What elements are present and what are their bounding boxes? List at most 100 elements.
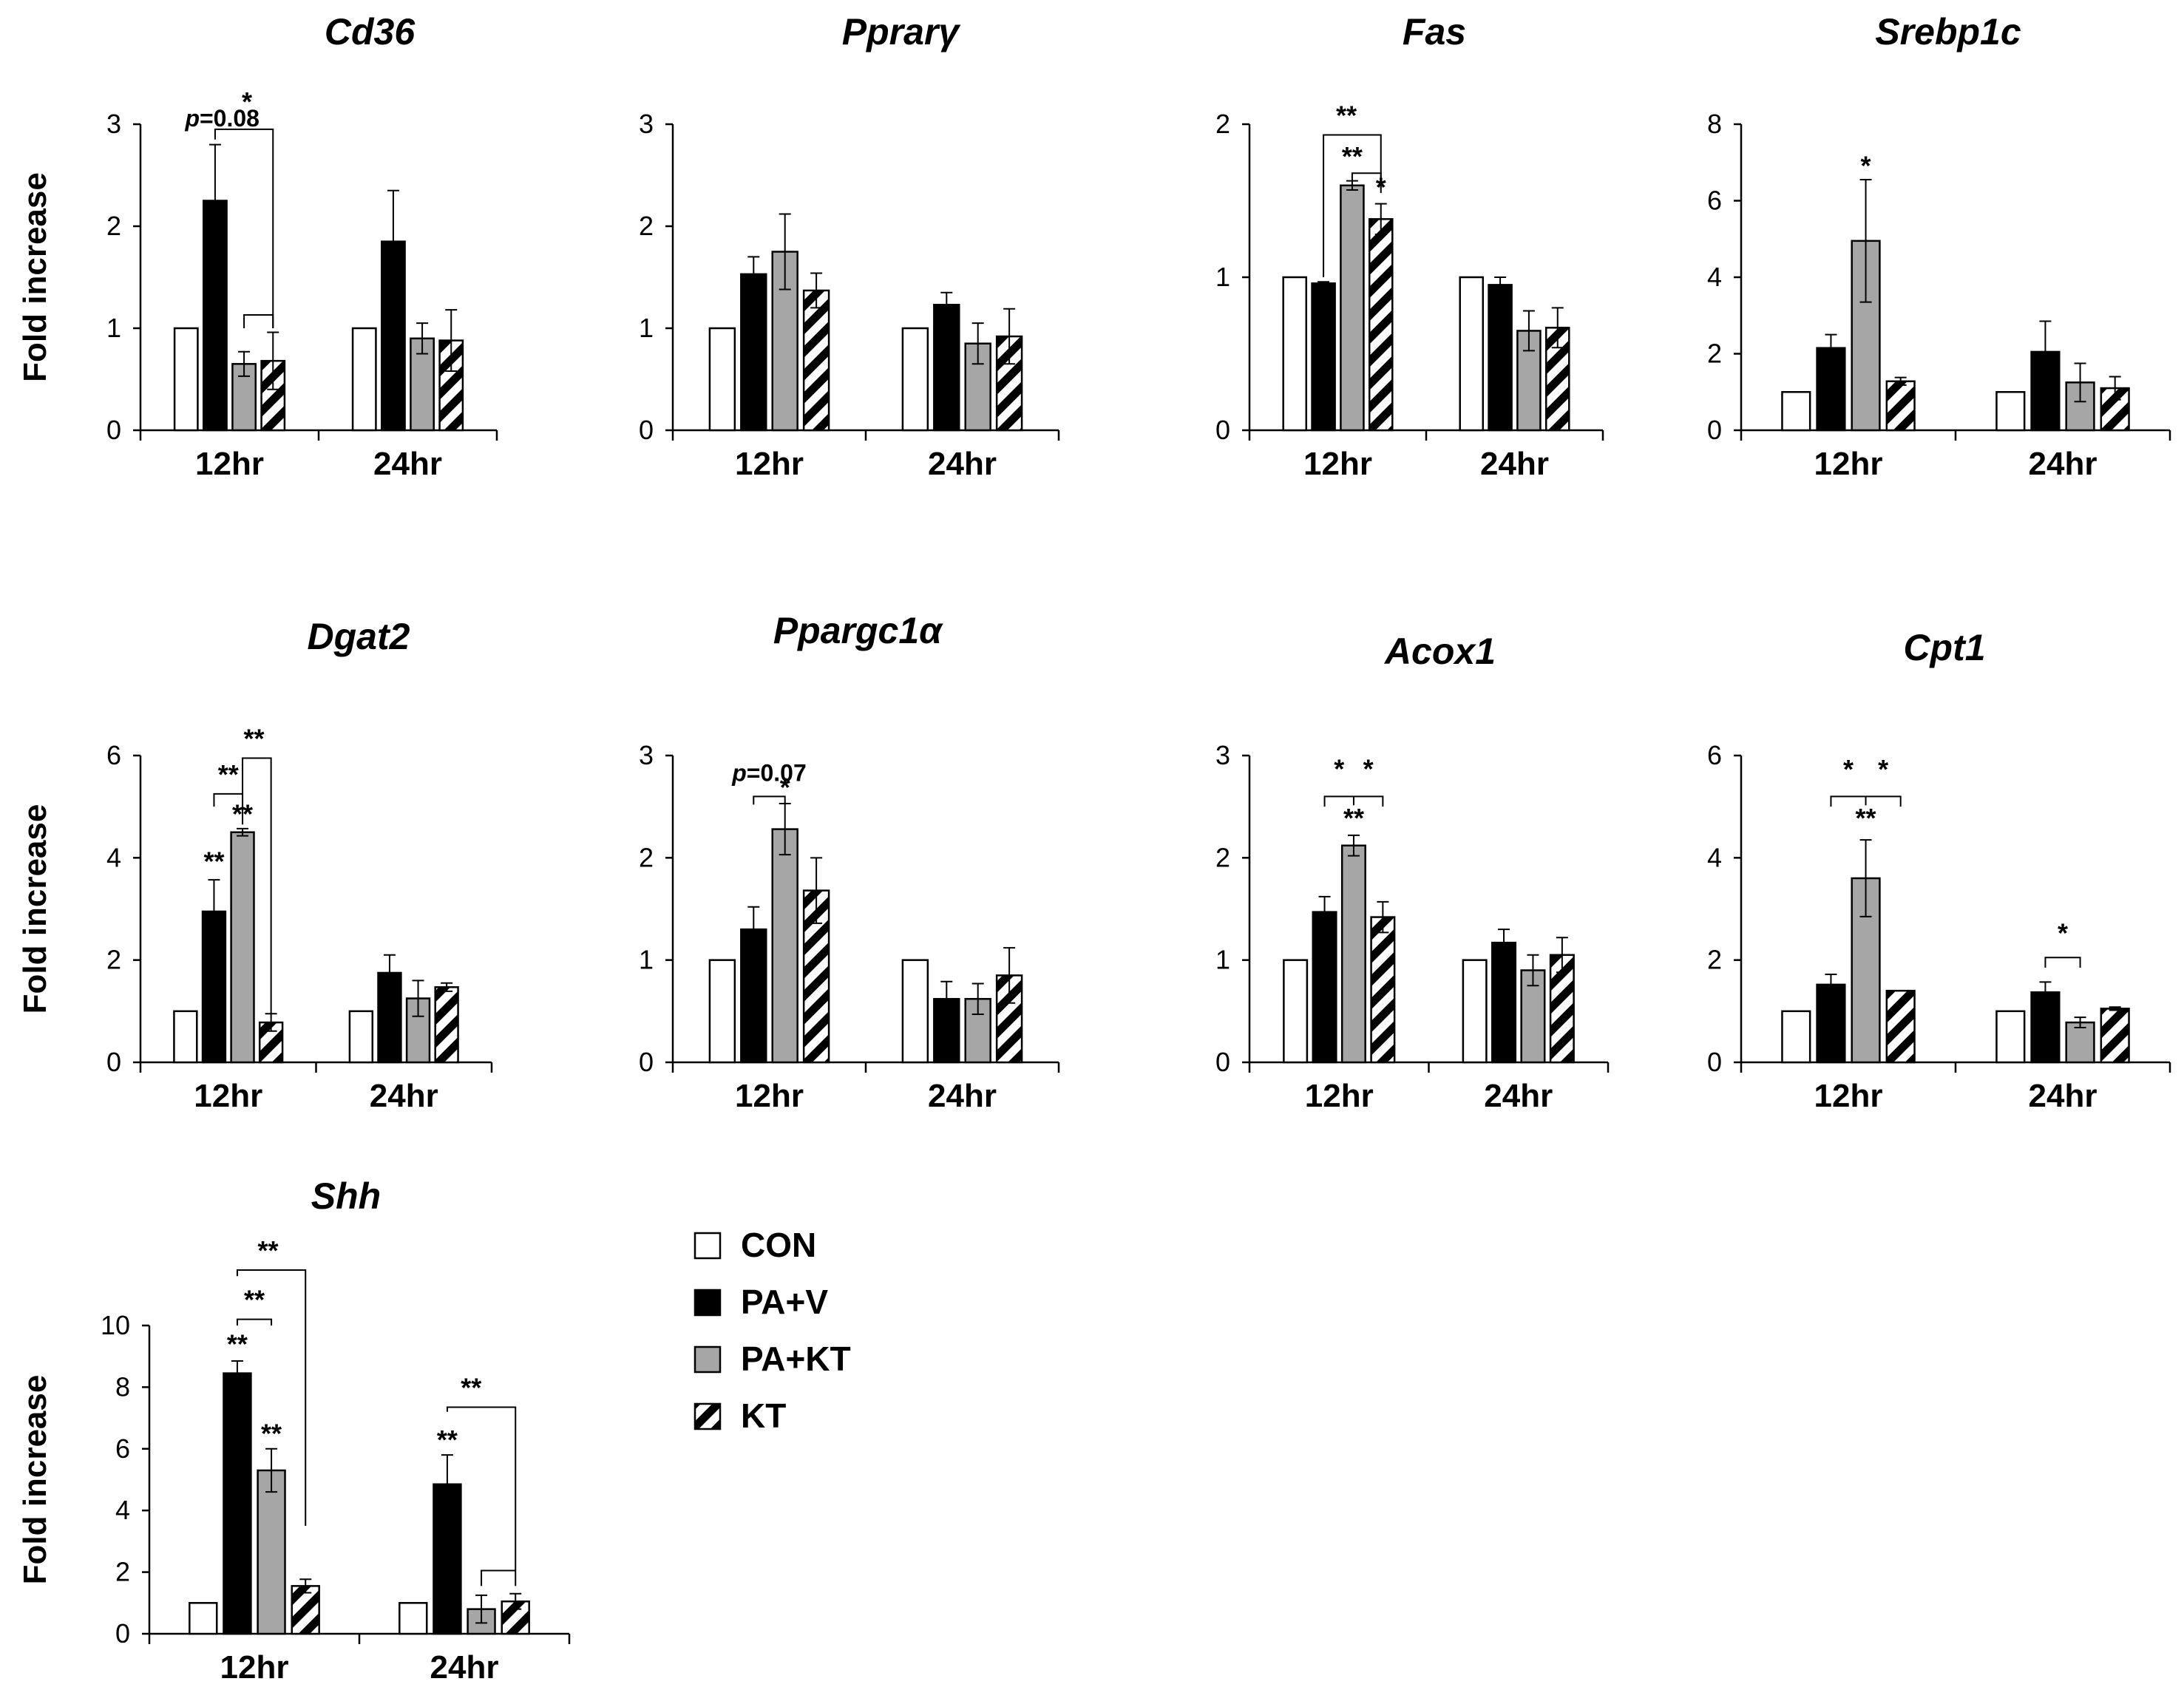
y-tick-label: 6 [115, 1433, 130, 1464]
chart-title: Cpt1 [1903, 627, 1985, 668]
significance-stars: * [1363, 753, 1374, 784]
bar-pakt [2065, 1021, 2095, 1064]
category-label: 24hr [373, 446, 442, 482]
y-tick-label: 1 [639, 313, 654, 343]
significance-bracket [1323, 795, 1384, 807]
bar-con [399, 1602, 428, 1635]
significance-stars: ** [461, 1373, 481, 1403]
y-tick-label: 2 [639, 211, 654, 241]
significance-stars: ** [1343, 803, 1364, 833]
y-tick-label: 4 [106, 842, 121, 872]
y-tick-label: 1 [1215, 262, 1230, 292]
bar-con [173, 327, 199, 432]
category-label: 24hr [2029, 446, 2097, 482]
bar-pav [223, 1372, 252, 1635]
legend-swatch [693, 1232, 722, 1260]
bar-con [1459, 276, 1485, 432]
p-value-note: p=0.07 [731, 760, 807, 787]
y-tick-label: 0 [1707, 415, 1722, 445]
bar-con [901, 959, 929, 1064]
y-tick-label: 1 [1215, 945, 1230, 975]
p-symbol: p [184, 105, 200, 132]
significance-stars: ** [261, 1418, 282, 1448]
bar-pakt [230, 831, 255, 1064]
y-tick-label: 8 [115, 1371, 130, 1402]
category-label: 12hr [1814, 446, 1883, 482]
category-label: 12hr [735, 446, 804, 482]
bar-con [1283, 959, 1309, 1064]
category-label: 24hr [1484, 1078, 1553, 1114]
chart-title: Ppargc1α [773, 610, 943, 651]
chart-title: Pprarγ [842, 11, 962, 52]
chart-title: Cd36 [325, 11, 416, 52]
significance-bracket [242, 757, 272, 1014]
y-tick-label: 0 [106, 1047, 121, 1077]
significance-bracket [213, 792, 244, 807]
y-tick-label: 4 [1707, 842, 1722, 872]
significance-stars: * [1334, 753, 1344, 784]
y-tick-label: 4 [1707, 262, 1722, 292]
y-tick-label: 2 [1707, 945, 1722, 975]
bar-pav [1491, 941, 1517, 1064]
p-symbol: p [731, 760, 747, 787]
category-label: 24hr [1480, 446, 1549, 482]
y-tick-label: 0 [1215, 1047, 1230, 1077]
bar-kt [1885, 989, 1916, 1064]
y-tick-label: 2 [639, 842, 654, 872]
significance-bracket [243, 314, 274, 328]
significance-stars: * [2058, 917, 2068, 948]
legend-swatch [693, 1402, 722, 1430]
y-tick-label: 2 [115, 1557, 130, 1587]
category-label: 24hr [2029, 1078, 2097, 1114]
y-axis-label: Fold increase [17, 172, 53, 382]
significance-bracket [1323, 134, 1382, 277]
significance-stars: * [1878, 754, 1888, 784]
significance-bracket [236, 1269, 307, 1527]
p-value-note: p=0.08 [184, 105, 260, 132]
chart-title: Shh [311, 1175, 381, 1217]
category-label: 12hr [735, 1078, 804, 1114]
y-tick-label: 10 [101, 1310, 130, 1340]
bar-kt [2100, 1008, 2130, 1064]
y-tick-label: 0 [639, 1047, 654, 1077]
bar-pav [1312, 911, 1337, 1064]
significance-stars: ** [244, 1285, 265, 1315]
chart-title: Dgat2 [308, 616, 410, 657]
significance-stars: * [780, 772, 790, 802]
category-label: 24hr [430, 1649, 499, 1686]
category-label: 12hr [1305, 1078, 1374, 1114]
category-label: 12hr [194, 1078, 262, 1114]
bar-pav [740, 273, 767, 432]
bar-con [1462, 959, 1488, 1064]
bar-kt [1885, 380, 1916, 432]
chart-panel-6: Ppargc1α 0 1 2 3 12hr 24hr p=0.07* [639, 610, 1060, 1114]
legend: CON PA+V PA+KT KT [693, 1226, 851, 1435]
chart-panels: Cd36 Fold increase 0 1 2 3 12hr 24hr * p=0.08 Ppra… [17, 11, 2171, 1686]
significance-bracket [446, 1406, 517, 1571]
y-tick-label: 6 [106, 740, 121, 770]
legend-label: CON [741, 1226, 816, 1264]
y-tick-label: 3 [106, 109, 121, 139]
significance-stars: ** [218, 759, 239, 790]
bar-con [1995, 391, 2026, 432]
y-axis-label: Fold increase [17, 804, 53, 1014]
y-tick-label: 2 [1215, 842, 1230, 872]
y-tick-label: 0 [115, 1618, 130, 1649]
p-value: =0.07 [747, 760, 807, 787]
category-label: 12hr [220, 1649, 289, 1686]
bar-con [351, 327, 377, 432]
y-tick-label: 0 [1707, 1047, 1722, 1077]
y-tick-label: 1 [639, 945, 654, 975]
bar-con [173, 1010, 198, 1064]
bar-con [348, 1010, 374, 1064]
bar-pakt [771, 828, 798, 1064]
bar-kt [1370, 916, 1396, 1064]
significance-stars: ** [243, 723, 264, 753]
significance-bracket [753, 795, 786, 805]
significance-bracket [214, 128, 274, 328]
legend-label: PA+V [741, 1283, 828, 1321]
